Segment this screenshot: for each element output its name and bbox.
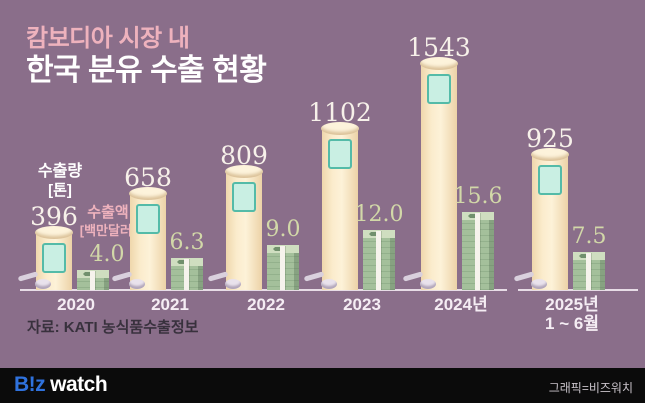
export-value-label: 6.3: [169, 230, 205, 255]
year-label-text: 2025년: [545, 295, 599, 314]
source-note: 자료: KATI 농식품수출정보: [27, 319, 199, 336]
year-label: 2023: [302, 295, 422, 314]
export-value-label: 15.6: [453, 184, 503, 209]
spoon-handle: [303, 271, 325, 282]
milk-can-bar: [225, 165, 263, 290]
spoon-handle: [402, 271, 424, 282]
milk-can-bar: [129, 187, 167, 290]
spoon-icon: [513, 270, 549, 290]
milk-can-lid: [35, 226, 73, 239]
milk-can-lid: [225, 165, 263, 178]
legend-volume-unit: [톤]: [48, 182, 72, 199]
year-label: 2022: [206, 295, 326, 314]
spoon-bowl: [129, 279, 145, 289]
export-value-label: 12.0: [354, 202, 404, 227]
footer-bar: B!z watch 그래픽=비즈워치: [0, 368, 645, 403]
money-stack-bar: [363, 230, 395, 290]
year-label-text: 2020: [57, 295, 95, 314]
spoon-icon: [111, 270, 147, 290]
page-title: 캄보디아 시장 내 한국 분유 수출 현황: [26, 24, 267, 88]
export-value-label: 7.5: [571, 224, 607, 249]
milk-can-bar: [531, 148, 569, 290]
spoon-icon: [207, 270, 243, 290]
milk-can-lid: [420, 57, 458, 70]
spoon-bowl: [321, 279, 337, 289]
milk-can-lid: [531, 148, 569, 161]
legend-value-label: 수출액: [87, 204, 129, 221]
year-label: 2024년: [401, 295, 521, 314]
legend-value-unit: [백만달러]: [79, 223, 137, 238]
legend-volume-label: 수출량: [37, 163, 83, 180]
logo-watch-text: watch: [50, 373, 108, 396]
milk-can-front-label: [232, 182, 256, 212]
spoon-icon: [402, 270, 438, 290]
milk-can-front-label: [427, 74, 451, 104]
spoon-bowl: [420, 279, 436, 289]
year-label-text: 2022: [247, 295, 285, 314]
spoon-bowl: [531, 279, 547, 289]
logo-biz-text: B!z: [14, 373, 46, 396]
milk-can-front-label: [42, 243, 66, 273]
spoon-icon: [17, 270, 53, 290]
spoon-icon: [303, 270, 339, 290]
money-stack-bar: [267, 245, 299, 290]
graphic-credit: 그래픽=비즈워치: [548, 381, 633, 395]
year-label-text: 2023: [343, 295, 381, 314]
milk-can-bar: [321, 122, 359, 290]
axis-baseline-right: [518, 289, 638, 291]
year-label-subtext: 1 ~ 6월: [545, 314, 599, 333]
title-line-2: 한국 분유 수출 현황: [26, 54, 267, 87]
money-stack-bar: [462, 212, 494, 290]
money-stack-bar: [77, 270, 109, 290]
milk-can-bar: [420, 57, 458, 290]
milk-can-bar: [35, 226, 73, 290]
year-label-text: 2024년: [434, 295, 488, 314]
spoon-handle: [111, 271, 133, 282]
milk-can-lid: [321, 122, 359, 135]
spoon-handle: [513, 271, 535, 282]
money-stack-bar: [573, 252, 605, 290]
year-label-text: 2021: [151, 295, 189, 314]
bizwatch-logo: B!z watch: [14, 373, 108, 397]
export-value-label: 9.0: [265, 217, 301, 242]
legend-volume: 수출량 [톤]: [8, 162, 112, 200]
spoon-handle: [207, 271, 229, 282]
export-value-label: 4.0: [89, 242, 125, 267]
year-label: 2025년 1 ~ 6월: [512, 295, 632, 333]
title-line-1: 캄보디아 시장 내: [26, 25, 190, 52]
spoon-bowl: [225, 279, 241, 289]
legend-value: 수출액 [백만달러]: [56, 204, 160, 240]
axis-baseline-left: [20, 289, 507, 291]
milk-can-lid: [129, 187, 167, 200]
year-label: 2020: [16, 295, 136, 314]
milk-can-front-label: [136, 204, 160, 234]
spoon-bowl: [35, 279, 51, 289]
milk-can-front-label: [328, 139, 352, 169]
money-stack-bar: [171, 258, 203, 290]
milk-can-front-label: [538, 165, 562, 195]
spoon-handle: [17, 271, 39, 282]
year-label: 2021: [110, 295, 230, 314]
